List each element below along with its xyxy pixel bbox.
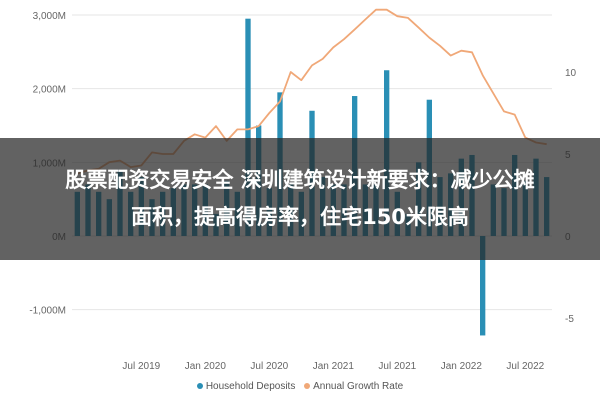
- bar-household-deposits-38: [480, 236, 486, 336]
- x-tick-label-0: Jul 2019: [122, 361, 160, 372]
- right-tick-label-3: -5: [565, 314, 574, 325]
- chart-legend: Household Deposits Annual Growth Rate: [0, 381, 600, 392]
- x-tick-label-6: Jul 2022: [506, 361, 544, 372]
- left-tick-label-1: 2,000M: [33, 85, 66, 96]
- x-tick-label-3: Jan 2021: [313, 361, 355, 372]
- left-tick-label-4: -1,000M: [29, 306, 66, 317]
- headline-overlay[interactable]: 股票配资交易安全 深圳建筑设计新要求：减少公摊 面积，提高得房率，住宅150米限…: [0, 138, 600, 260]
- x-tick-label-2: Jul 2020: [250, 361, 288, 372]
- headline-line-1: 股票配资交易安全 深圳建筑设计新要求：减少公摊: [65, 168, 535, 192]
- left-tick-label-0: 3,000M: [33, 11, 66, 22]
- x-tick-label-5: Jan 2022: [441, 361, 483, 372]
- legend-label-annual-growth-rate: Annual Growth Rate: [313, 381, 404, 392]
- legend-label-household-deposits: Household Deposits: [205, 381, 296, 392]
- headline-text: 股票配资交易安全 深圳建筑设计新要求：减少公摊 面积，提高得房率，住宅150米限…: [5, 162, 595, 236]
- headline-line-2: 面积，提高得房率，住宅150米限高: [131, 205, 469, 229]
- x-axis-ticks: Jul 2019 Jan 2020 Jul 2020 Jan 2021 Jul 2021…: [122, 361, 544, 372]
- x-tick-label-4: Jul 2021: [378, 361, 416, 372]
- legend-item-annual-growth-rate[interactable]: Annual Growth Rate: [304, 381, 403, 392]
- legend-swatch-annual-growth-rate: [304, 383, 311, 390]
- legend-item-household-deposits[interactable]: Household Deposits: [196, 381, 296, 392]
- x-tick-label-1: Jan 2020: [185, 361, 227, 372]
- bar-household-deposits-16: [245, 18, 251, 236]
- right-tick-label-0: 10: [565, 68, 577, 79]
- legend-swatch-household-deposits: [196, 383, 203, 390]
